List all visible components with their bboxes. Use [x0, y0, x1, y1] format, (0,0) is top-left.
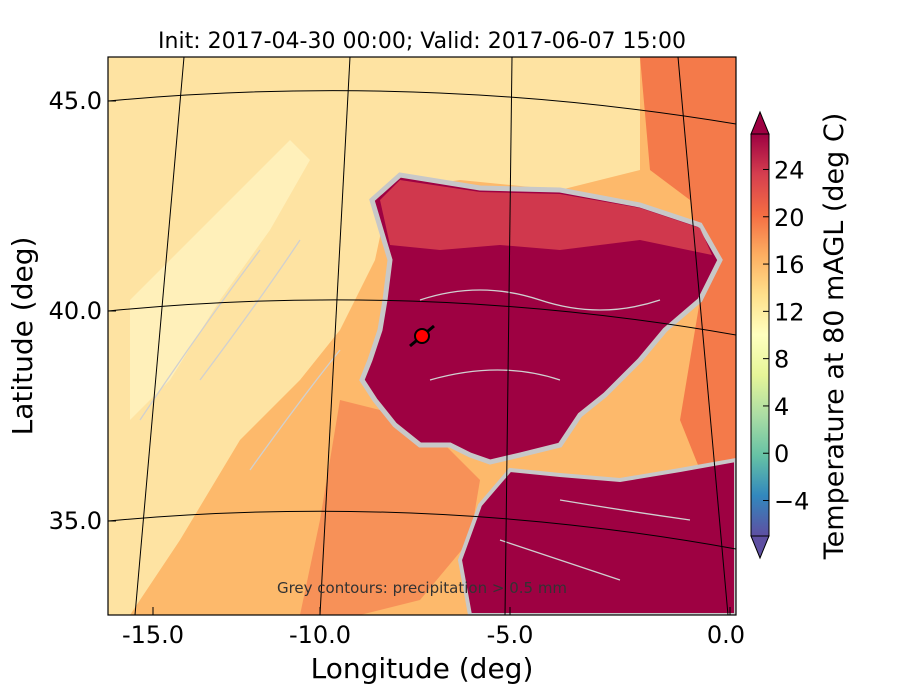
colorbar-tick-label: 0 — [774, 440, 789, 468]
parallel-45 — [108, 90, 736, 125]
site-marker-dot — [414, 328, 430, 344]
colorbar-tick-label: 16 — [774, 251, 805, 279]
colorbar-tick-label: 20 — [774, 204, 805, 232]
y-axis: 35.0 40.0 45.0 — [49, 87, 116, 535]
colorbar-ticks: −4 0 4 8 12 16 20 24 — [763, 156, 809, 516]
med-warm-zone — [640, 57, 736, 480]
site-marker — [409, 324, 435, 348]
ocean-warm-zone — [300, 400, 480, 615]
graticule — [108, 57, 736, 615]
parallel-40 — [108, 299, 736, 336]
plot-frame — [107, 56, 737, 616]
meridian-neg10 — [319, 57, 351, 615]
colorbar-body — [750, 133, 770, 537]
colorbar-extend-max — [750, 110, 770, 135]
colorbar-tick-label: −4 — [774, 488, 809, 516]
x-tick-label: 0.0 — [707, 621, 745, 649]
meridian-neg15 — [134, 57, 185, 615]
x-tick-label: -15.0 — [122, 621, 184, 649]
meridian-neg5 — [504, 57, 513, 615]
x-tick-label: -10.0 — [289, 621, 351, 649]
colorbar-tick-label: 4 — [774, 393, 789, 421]
iberia-north-band — [380, 180, 712, 255]
africa-land — [457, 457, 736, 615]
precipitation-contours — [139, 239, 691, 581]
colorbar: −4 0 4 8 12 16 20 24 — [750, 110, 809, 560]
y-axis-label: Latitude (deg) — [6, 237, 39, 436]
colorbar-tick-label: 12 — [774, 298, 805, 326]
y-tick-label: 40.0 — [49, 297, 102, 325]
y-tick-label: 35.0 — [49, 507, 102, 535]
x-tick-label: -5.0 — [487, 621, 534, 649]
x-axis-label: Longitude (deg) — [311, 652, 534, 685]
y-tick-label: 45.0 — [49, 87, 102, 115]
colorbar-extend-min — [750, 535, 770, 560]
colorbar-label: Temperature at 80 mAGL (deg C) — [819, 113, 850, 561]
precip-annotation: Grey contours: precipitation > 0.5 mm — [277, 579, 567, 597]
colorbar-tick-label: 24 — [774, 156, 805, 184]
ocean-coolest-zone — [130, 140, 310, 420]
x-axis: -15.0 -10.0 -5.0 0.0 — [122, 607, 745, 649]
colorbar-tick-label: 8 — [774, 346, 789, 374]
map-field — [108, 57, 736, 615]
meridian-0 — [677, 57, 729, 615]
parallel-35 — [108, 510, 736, 550]
chart-title: Init: 2017-04-30 00:00; Valid: 2017-06-0… — [158, 29, 686, 54]
